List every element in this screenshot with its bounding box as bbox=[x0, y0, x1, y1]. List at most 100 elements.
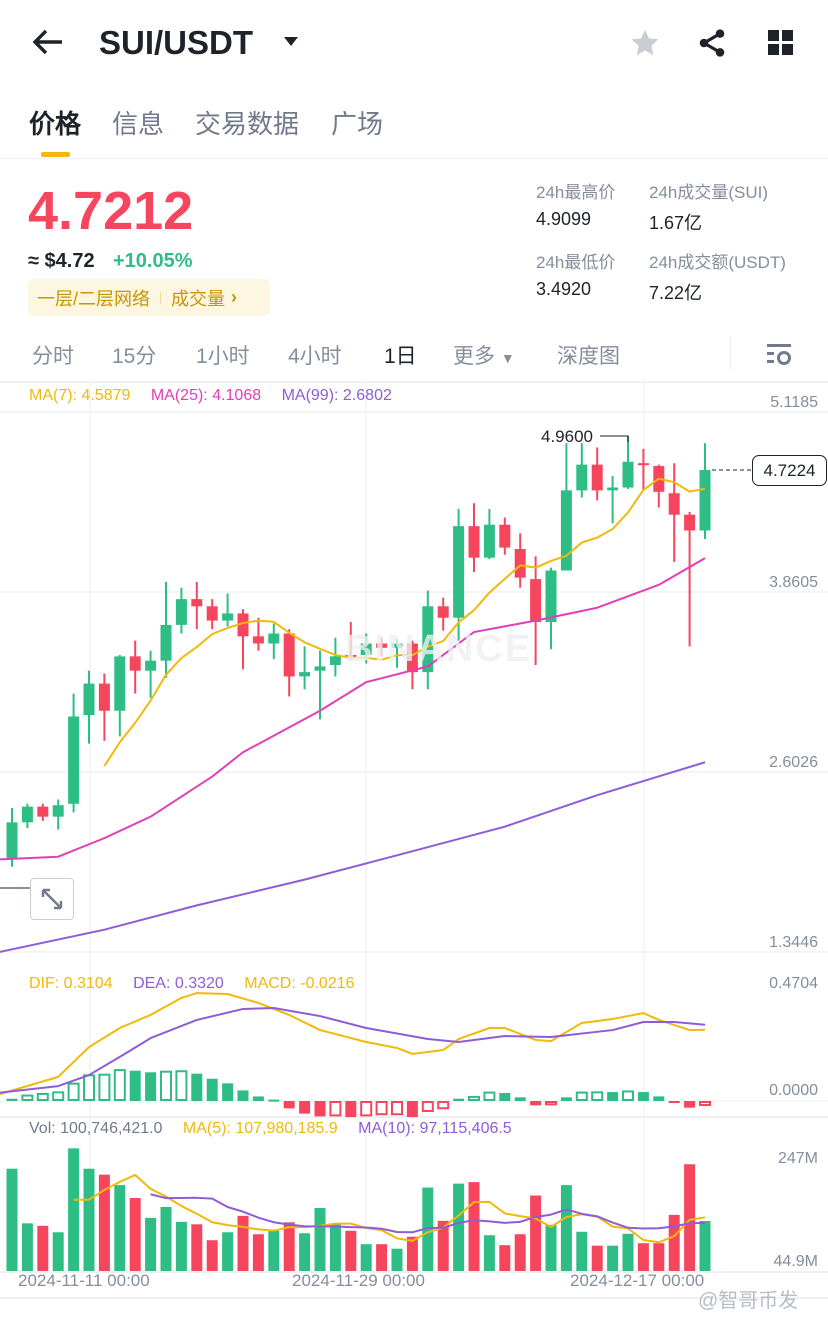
candle-body bbox=[114, 656, 126, 711]
ma25-line bbox=[0, 557, 706, 861]
price-axis-label: 5.1185 bbox=[770, 394, 818, 411]
star-icon[interactable] bbox=[628, 26, 662, 60]
macd-bar bbox=[175, 1070, 188, 1101]
macd-bar bbox=[684, 1101, 696, 1108]
chart-settings-icon[interactable] bbox=[764, 339, 794, 369]
dif-line bbox=[0, 992, 706, 1096]
interval-15m[interactable]: 15分 bbox=[112, 345, 157, 368]
price-axis-label: 1.3446 bbox=[769, 934, 818, 951]
expand-icon[interactable] bbox=[30, 878, 74, 920]
ma-legend: MA(7): 4.5879 MA(25): 4.1068 MA(99): 2.6… bbox=[29, 387, 408, 405]
interval-time[interactable]: 分时 bbox=[32, 345, 74, 368]
vol-legend: Vol: 100,746,421.0 bbox=[29, 1120, 163, 1137]
divider bbox=[0, 381, 828, 383]
interval-more-label: 更多 bbox=[453, 345, 495, 368]
macd-bar bbox=[113, 1069, 126, 1101]
caret-down-icon: ▼ bbox=[500, 350, 515, 366]
ma7-line bbox=[103, 477, 706, 767]
volume-bar bbox=[576, 1231, 588, 1271]
candle-body bbox=[453, 526, 465, 618]
candle-body bbox=[314, 666, 326, 671]
dea-line bbox=[0, 1007, 706, 1094]
tab-square[interactable]: 广场 bbox=[331, 109, 384, 139]
divider bbox=[730, 336, 731, 370]
macd-bar bbox=[406, 1101, 418, 1118]
tab-price[interactable]: 价格 bbox=[29, 109, 82, 139]
macd-bar bbox=[6, 1098, 18, 1101]
tag-category[interactable]: 一层/二层网络 bbox=[37, 288, 151, 309]
tab-info[interactable]: 信息 bbox=[112, 109, 165, 139]
last-price-marker: 4.7224 bbox=[752, 455, 827, 486]
last-price: 4.7212 bbox=[28, 181, 194, 241]
volume-bar bbox=[98, 1174, 110, 1271]
macd-bar bbox=[375, 1101, 388, 1116]
macd-bar bbox=[222, 1083, 234, 1101]
volume-bar bbox=[376, 1244, 388, 1271]
tag-volume[interactable]: 成交量 bbox=[171, 288, 226, 309]
volume-bar bbox=[345, 1230, 357, 1271]
macd-bar bbox=[345, 1101, 357, 1118]
macd-bar bbox=[268, 1099, 280, 1102]
volume-bar bbox=[668, 1214, 680, 1271]
candle-body bbox=[98, 683, 110, 711]
share-icon[interactable] bbox=[694, 25, 730, 61]
ma7-legend: MA(7): 4.5879 bbox=[29, 387, 131, 404]
volume-bar bbox=[145, 1217, 157, 1271]
candle-body bbox=[437, 606, 449, 618]
volume-bar bbox=[545, 1224, 557, 1271]
macd-bar bbox=[145, 1072, 157, 1101]
candle-body bbox=[530, 579, 542, 623]
volume-bar bbox=[637, 1243, 649, 1271]
x-tick-label: 2024-12-17 00:00 bbox=[570, 1271, 705, 1290]
candle-body bbox=[360, 643, 372, 655]
macd-bar bbox=[699, 1101, 711, 1106]
interval-4h[interactable]: 4小时 bbox=[288, 345, 342, 368]
macd-bar bbox=[622, 1090, 634, 1101]
macd-bar bbox=[299, 1101, 311, 1114]
vol-ma5-legend: MA(5): 107,980,185.9 bbox=[182, 1120, 338, 1137]
volume-bar bbox=[437, 1220, 449, 1271]
vol-base-value: 1.67亿 bbox=[649, 213, 703, 233]
dif-legend: DIF: 0.3104 bbox=[29, 975, 113, 992]
macd-bar bbox=[283, 1101, 295, 1109]
interval-1d[interactable]: 1日 bbox=[384, 345, 417, 368]
volume-bar bbox=[237, 1215, 249, 1271]
candle-body bbox=[468, 526, 480, 558]
tab-trading-data[interactable]: 交易数据 bbox=[195, 109, 300, 139]
grid-icon[interactable] bbox=[764, 26, 798, 60]
volume-axis-label: 44.9M bbox=[773, 1253, 818, 1270]
candle-body bbox=[83, 683, 95, 716]
candle-body bbox=[21, 806, 33, 823]
interval-more[interactable]: 更多 ▼ bbox=[453, 340, 515, 370]
pair-title[interactable]: SUI/USDT bbox=[99, 24, 254, 61]
back-arrow-icon[interactable] bbox=[28, 24, 68, 60]
macd-bar bbox=[129, 1070, 141, 1101]
macd-bar bbox=[514, 1097, 526, 1101]
candle-body bbox=[637, 463, 649, 466]
macd-bar bbox=[329, 1101, 342, 1117]
candle-body bbox=[68, 716, 80, 804]
interval-depth[interactable]: 深度图 bbox=[557, 345, 620, 368]
macd-bar bbox=[560, 1097, 572, 1101]
volume-bar bbox=[622, 1233, 634, 1271]
candle-body bbox=[222, 613, 234, 621]
candle-body bbox=[175, 599, 187, 625]
volume-bar bbox=[422, 1187, 434, 1271]
volume-bar bbox=[514, 1234, 526, 1271]
volume-bar bbox=[191, 1224, 203, 1271]
candle-body bbox=[283, 633, 295, 677]
candle-body bbox=[345, 654, 357, 657]
usd-price: ≈ $4.72 bbox=[28, 250, 95, 272]
volume-bar bbox=[468, 1182, 480, 1271]
candle-body bbox=[52, 805, 64, 817]
volume-bar bbox=[252, 1234, 264, 1271]
tag-pill[interactable]: 一层/二层网络 成交量 › bbox=[28, 279, 270, 316]
macd-bar bbox=[483, 1091, 496, 1101]
macd-bar bbox=[206, 1078, 218, 1101]
interval-1h[interactable]: 1小时 bbox=[196, 345, 250, 368]
macd-bar bbox=[637, 1092, 649, 1101]
dea-legend: DEA: 0.3320 bbox=[133, 975, 224, 992]
caret-down-icon[interactable] bbox=[282, 34, 300, 48]
chevron-right-icon: › bbox=[231, 287, 238, 307]
